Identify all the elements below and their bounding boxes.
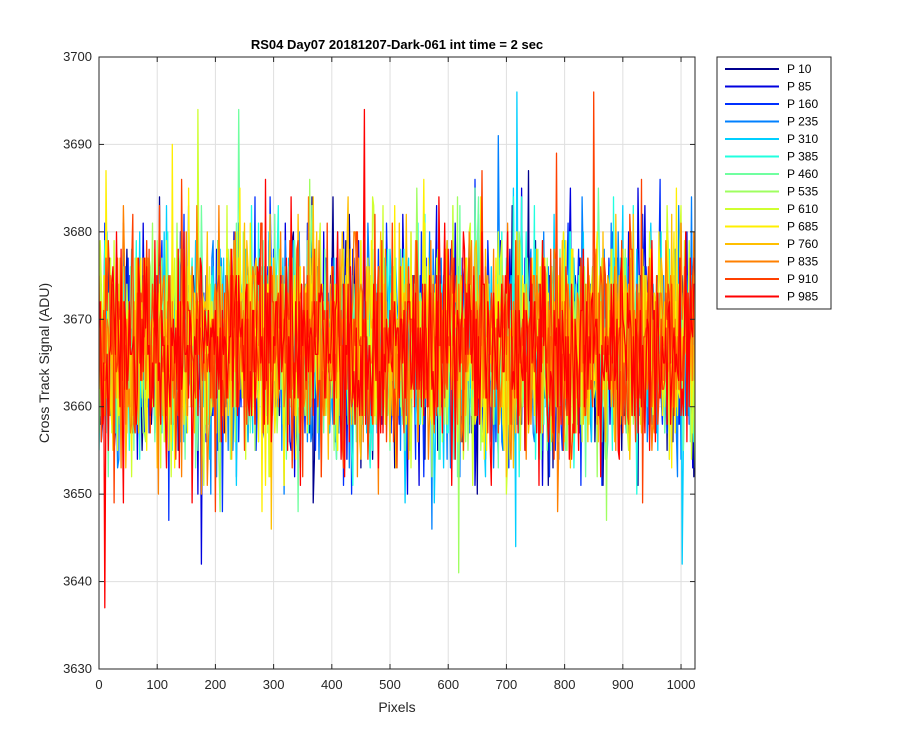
legend-label: P 385 — [787, 150, 818, 164]
y-tick-label: 3680 — [63, 224, 92, 239]
x-tick-label: 900 — [612, 677, 634, 692]
legend-label: P 460 — [787, 167, 818, 181]
legend: P 10 P 85 P 160 P 235 P 310 P 385 P 460 P 535 P … — [716, 56, 832, 310]
x-tick-label: 400 — [321, 677, 343, 692]
x-tick-label: 0 — [95, 677, 102, 692]
legend-label: P 910 — [787, 272, 818, 286]
x-tick-label: 1000 — [667, 677, 696, 692]
legend-label: P 610 — [787, 202, 818, 216]
legend-label: P 85 — [787, 80, 812, 94]
x-tick-label: 800 — [554, 677, 576, 692]
legend-label: P 985 — [787, 290, 818, 304]
y-tick-label: 3640 — [63, 574, 92, 589]
legend-label: P 10 — [787, 62, 812, 76]
x-tick-label: 500 — [379, 677, 401, 692]
x-tick-label: 200 — [205, 677, 227, 692]
x-axis-title: Pixels — [378, 699, 415, 715]
legend-label: P 685 — [787, 220, 818, 234]
chart-title: RS04 Day07 20181207-Dark-061 int time = … — [251, 37, 543, 52]
series-line-p-985 — [99, 108, 695, 609]
y-tick-label: 3700 — [63, 49, 92, 64]
axis-ticks: 0 100 200 300 400 500 600 700 800 900 1000 3630 3640… — [63, 49, 695, 692]
x-tick-label: 100 — [146, 677, 168, 692]
plot-frame — [98, 56, 696, 670]
series-layer — [99, 91, 695, 609]
legend-box — [716, 56, 832, 310]
y-tick-label: 3630 — [63, 661, 92, 676]
legend-label: P 535 — [787, 185, 818, 199]
x-tick-label: 300 — [263, 677, 285, 692]
y-tick-label: 3660 — [63, 399, 92, 414]
y-tick-label: 3670 — [63, 311, 92, 326]
legend-label: P 760 — [787, 237, 818, 251]
legend-label: P 160 — [787, 97, 818, 111]
legend-label: P 835 — [787, 255, 818, 269]
x-tick-label: 700 — [496, 677, 518, 692]
x-tick-label: 600 — [437, 677, 459, 692]
y-tick-label: 3650 — [63, 486, 92, 501]
series-line-p-910 — [99, 91, 695, 513]
legend-label: P 235 — [787, 115, 818, 129]
y-tick-label: 3690 — [63, 136, 92, 151]
legend-label: P 310 — [787, 132, 818, 146]
y-axis-title: Cross Track Signal (ADU) — [36, 283, 52, 443]
